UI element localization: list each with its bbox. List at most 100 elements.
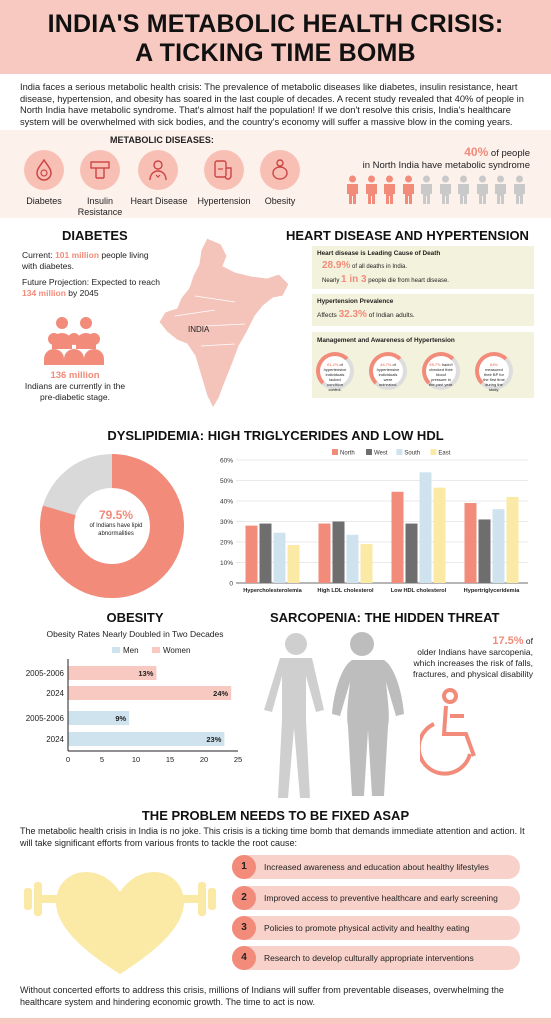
bar-east bbox=[360, 544, 373, 583]
footer-band bbox=[0, 1018, 551, 1024]
step-number: 3 bbox=[232, 916, 256, 940]
text: Current: bbox=[22, 250, 56, 260]
heart-dumbbell-icon bbox=[24, 872, 216, 974]
ring-pct: 61.2% bbox=[327, 362, 339, 367]
text: Nearly bbox=[322, 278, 342, 284]
x-tick-label: 5 bbox=[100, 755, 104, 764]
action-step: 3 Policies to promote physical activity a… bbox=[232, 916, 520, 940]
ring-text: of hypertensive individuals were untreat… bbox=[376, 362, 400, 387]
stat-text-2: in North India have metabolic syndrome bbox=[362, 160, 530, 171]
person-icon bbox=[439, 175, 451, 204]
box-title: Heart disease is Leading Cause of Death bbox=[317, 250, 441, 257]
step-number: 1 bbox=[232, 855, 256, 879]
x-tick-label: Hypertriglyceridemia bbox=[464, 588, 521, 594]
action-step: 1 Increased awareness and education about… bbox=[232, 855, 520, 879]
disease-label: Hypertension bbox=[197, 196, 251, 206]
stat-text: of people bbox=[488, 148, 530, 159]
step-text: Policies to promote physical activity an… bbox=[264, 923, 470, 933]
page-title-line2: A TICKING TIME BOMB bbox=[135, 39, 416, 67]
diabetes-current: Current: 101 million people living with … bbox=[22, 250, 162, 272]
y-tick-label: 50% bbox=[220, 478, 233, 485]
obesity-subtitle: Obesity Rates Nearly Doubled in Two Deca… bbox=[46, 629, 224, 639]
problem-title: THE PROBLEM NEEDS TO BE FIXED ASAP bbox=[141, 808, 410, 823]
bar-east bbox=[287, 545, 300, 583]
donut-pct: 79.5% bbox=[98, 508, 134, 522]
y-tick-label: 60% bbox=[220, 458, 233, 465]
x-tick-label: 15 bbox=[166, 755, 174, 764]
text: older Indians have sarcopenia, which inc… bbox=[412, 647, 533, 679]
legend-label: North bbox=[340, 451, 355, 457]
row-label: 2005-2006 bbox=[26, 714, 65, 723]
insulin-pen-icon bbox=[80, 150, 120, 190]
heart-title: HEART DISEASE AND HYPERTENSION bbox=[286, 228, 529, 243]
hypertension-box: Hypertension Prevalence Affects 32.3% of… bbox=[312, 294, 534, 326]
bar-west bbox=[405, 523, 418, 583]
y-tick-label: 40% bbox=[220, 499, 233, 506]
ratio-value: 1 in 3 bbox=[341, 274, 367, 285]
step-number: 4 bbox=[232, 946, 256, 970]
intro-paragraph: India faces a serious metabolic health c… bbox=[20, 82, 524, 127]
current-value: 101 million bbox=[55, 250, 100, 260]
text: Future Projection: Expected to reach bbox=[22, 277, 160, 287]
y-tick-label: 20% bbox=[220, 540, 233, 547]
legend-label: Women bbox=[163, 646, 190, 655]
legend-swatch bbox=[430, 449, 437, 455]
diabetes-icon bbox=[24, 150, 64, 190]
people-group-icon bbox=[44, 317, 104, 365]
heart-disease-icon bbox=[138, 150, 178, 190]
stat-ring: 44.7% of hypertensive individuals were u… bbox=[369, 352, 407, 390]
box-line: Affects 32.3% of Indian adults. bbox=[317, 309, 415, 320]
ring-pct: 44.7% bbox=[380, 362, 392, 367]
page-title-line1: INDIA'S METABOLIC HEALTH CRISIS: bbox=[47, 10, 504, 38]
step-text: Increased awareness and education about … bbox=[264, 862, 489, 872]
blood-pressure-icon bbox=[204, 150, 244, 190]
legend-label: West bbox=[374, 451, 388, 457]
lipid-donut bbox=[40, 454, 184, 598]
metabolic-title: METABOLIC DISEASES: bbox=[110, 135, 214, 145]
dyslipidemia-title: DYSLIPIDEMIA: HIGH TRIGLYCERIDES AND LOW… bbox=[107, 428, 444, 443]
text: Affects bbox=[317, 312, 339, 319]
ring-text: hadn't checked their blood pressure in t… bbox=[429, 362, 454, 387]
x-tick-label: 25 bbox=[234, 755, 242, 764]
prediabetic-value: 136 million bbox=[50, 370, 100, 381]
bar-men bbox=[68, 711, 130, 725]
obesity-bar-chart: Men Women 2005-2006 13% 2024 24% 2005-2006 9% 20… bbox=[26, 646, 242, 764]
stat-ring: 65.7% hadn't checked their blood pressur… bbox=[422, 352, 460, 390]
sarcopenia-text: 17.5% of older Indians have sarcopenia, … bbox=[405, 636, 533, 680]
step-text: Improved access to preventive healthcare… bbox=[264, 893, 498, 903]
wheelchair-icon bbox=[420, 688, 476, 776]
body-silhouettes bbox=[264, 632, 404, 798]
bar-north bbox=[464, 503, 477, 583]
y-tick-label: 0 bbox=[229, 581, 233, 588]
bar-east bbox=[506, 496, 519, 583]
step-number: 2 bbox=[232, 886, 256, 910]
person-icon bbox=[365, 175, 377, 204]
legend-swatch bbox=[366, 449, 372, 455]
disease-label: Insulin Resistance bbox=[77, 196, 123, 217]
donut-label: 79.5% of Indians have lipid abnormalitie… bbox=[80, 508, 152, 538]
disease-label: Heart Disease bbox=[130, 196, 188, 206]
action-step: 2 Improved access to preventive healthcar… bbox=[232, 886, 520, 910]
text: of Indian adults. bbox=[366, 312, 415, 319]
donut-text: of Indians have lipid abnormalities bbox=[89, 523, 143, 537]
legend-label: Men bbox=[123, 646, 139, 655]
box-line: 28.9% of all deaths in India. bbox=[322, 260, 407, 271]
obesity-title: OBESITY bbox=[106, 610, 164, 625]
person-icon bbox=[458, 175, 469, 204]
bar-north bbox=[391, 491, 404, 583]
bar-south bbox=[346, 534, 359, 583]
lipid-bar-chart: 0 10% 20% 30% 40% 50% 60% Hypercholesterolemia H… bbox=[220, 449, 528, 594]
heart-death-box: Heart disease is Leading Cause of Death … bbox=[312, 246, 534, 289]
data-label: 13% bbox=[138, 669, 153, 678]
step-text: Research to develop culturally appropria… bbox=[264, 953, 474, 963]
header-banner bbox=[0, 0, 551, 74]
sarcopenia-pct: 17.5% bbox=[492, 635, 524, 647]
legend-swatch bbox=[332, 449, 338, 455]
text: of bbox=[523, 636, 533, 646]
problem-text: The metabolic health crisis in India is … bbox=[20, 826, 525, 848]
bar-west bbox=[478, 519, 491, 583]
stat-ring: 64% measured their BP for the first time… bbox=[475, 352, 513, 392]
action-step: 4 Research to develop culturally appropri… bbox=[232, 946, 520, 970]
legend-swatch bbox=[152, 647, 160, 653]
text: people die from heart disease. bbox=[366, 278, 449, 284]
